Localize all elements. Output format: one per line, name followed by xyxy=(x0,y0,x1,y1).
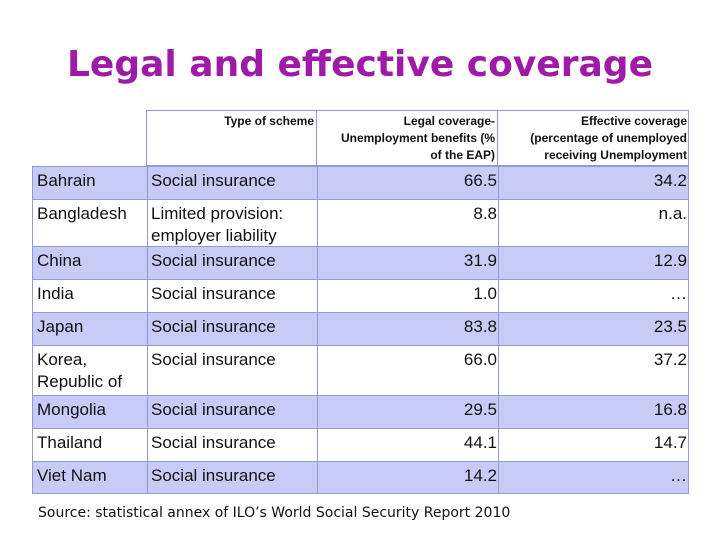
scheme-cell: Social insurance xyxy=(151,317,276,336)
effective-coverage-cell: 37.2 xyxy=(653,350,687,369)
effective-coverage-cell: … xyxy=(670,284,687,303)
country-cell: Japan xyxy=(37,317,84,336)
page-title: Legal and effective coverage xyxy=(66,44,653,85)
scheme-cell: Social insurance xyxy=(151,284,276,303)
effective-coverage-cell: 23.5 xyxy=(653,317,687,336)
header-legal-coverage: Legal coverage- Unemployment benefits (%… xyxy=(340,114,495,162)
effective-coverage-cell: 34.2 xyxy=(653,171,687,190)
source-note: Source: statistical annex of ILO’s World… xyxy=(38,505,511,521)
table-row: Japan Social insurance 83.8 23.5 xyxy=(32,312,689,345)
scheme-cell: Social insurance xyxy=(151,350,276,369)
legal-coverage-cell: 8.8 xyxy=(473,204,497,223)
scheme-cell: Social insurance xyxy=(151,400,276,419)
legal-coverage-cell: 66.0 xyxy=(463,350,497,369)
country-cell: Bahrain xyxy=(37,171,96,190)
country-cell: Bangladesh xyxy=(37,204,127,223)
scheme-cell: Social insurance xyxy=(151,251,276,270)
table-row: Bangladesh Limited provision: employer li… xyxy=(32,199,689,246)
table-row: China Social insurance 31.9 12.9 xyxy=(32,246,689,279)
scheme-cell: Limited provision: employer liability xyxy=(151,204,284,245)
header-type-of-scheme: Type of scheme xyxy=(224,114,314,128)
table-row: India Social insurance 1.0 … xyxy=(32,279,689,312)
table-row: Viet Nam Social insurance 14.2 … xyxy=(32,461,689,494)
legal-coverage-cell: 83.8 xyxy=(463,317,497,336)
legal-coverage-cell: 66.5 xyxy=(463,171,497,190)
legal-coverage-cell: 31.9 xyxy=(463,251,497,270)
table-row: Korea, Republic of Social insurance 66.0 37… xyxy=(32,345,689,395)
legal-coverage-cell: 44.1 xyxy=(463,433,497,452)
legal-coverage-cell: 29.5 xyxy=(463,400,497,419)
legal-coverage-cell: 1.0 xyxy=(473,284,497,303)
country-cell: Viet Nam xyxy=(37,466,107,485)
table-row: Mongolia Social insurance 29.5 16.8 xyxy=(32,395,689,428)
scheme-cell: Social insurance xyxy=(151,433,276,452)
country-cell: Mongolia xyxy=(37,400,106,419)
scheme-cell: Social insurance xyxy=(151,466,276,485)
country-cell: Korea, Republic of xyxy=(37,350,123,391)
country-cell: China xyxy=(37,251,82,270)
effective-coverage-cell: n.a. xyxy=(658,204,687,223)
header-effective-coverage: Effective coverage (percentage of unempl… xyxy=(530,114,687,162)
table-row: Thailand Social insurance 44.1 14.7 xyxy=(32,428,689,461)
legal-coverage-cell: 14.2 xyxy=(463,466,497,485)
effective-coverage-cell: 14.7 xyxy=(653,433,687,452)
coverage-table: Type of scheme Legal coverage- Unemploym… xyxy=(32,110,689,496)
table-row: Bahrain Social insurance 66.5 34.2 xyxy=(32,166,689,199)
effective-coverage-cell: … xyxy=(670,466,687,485)
country-cell: Thailand xyxy=(37,433,103,452)
scheme-cell: Social insurance xyxy=(151,171,276,190)
country-cell: India xyxy=(37,284,74,303)
effective-coverage-cell: 12.9 xyxy=(653,251,687,270)
table-header: Type of scheme Legal coverage- Unemploym… xyxy=(146,110,689,166)
effective-coverage-cell: 16.8 xyxy=(653,400,687,419)
